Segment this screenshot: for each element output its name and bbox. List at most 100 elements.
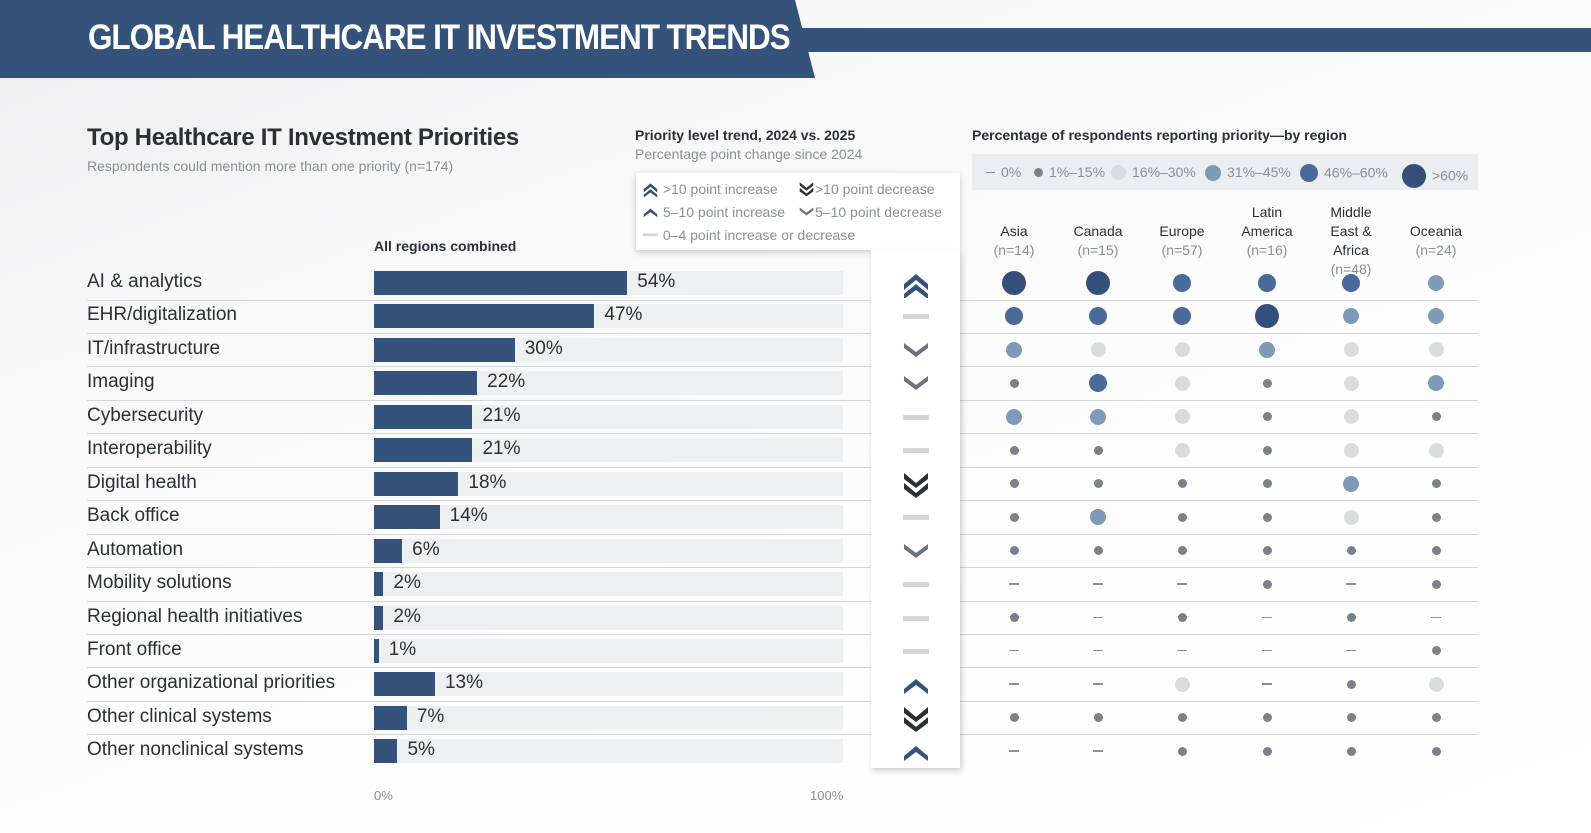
category-label: EHR/digitalization — [87, 304, 237, 326]
circle-icon — [1034, 168, 1043, 177]
dash-icon — [901, 636, 931, 666]
priority-dot — [1343, 442, 1359, 458]
priority-dot — [1262, 579, 1272, 589]
legend-down2: >10 point decrease — [798, 180, 934, 200]
priority-dot — [1431, 646, 1441, 656]
priority-dot — [1089, 307, 1107, 326]
region-name: Latin America — [1241, 204, 1293, 239]
chevron-down-icon — [901, 368, 931, 398]
priority-dot — [1343, 475, 1359, 492]
bar — [374, 605, 384, 630]
priority-dot — [1262, 512, 1272, 522]
circle-icon — [1111, 165, 1126, 180]
priority-dot — [1262, 378, 1272, 388]
region-legend-label: 46%–60% — [1324, 164, 1388, 181]
double-chevron-down-icon — [901, 703, 931, 733]
dash-icon — [1346, 649, 1356, 652]
row-separator — [87, 567, 1478, 569]
row-separator — [87, 533, 1478, 535]
region-legend-item: 46%–60% — [1300, 164, 1388, 182]
category-label: Interoperability — [87, 438, 212, 460]
region-header: Asia (n=14) — [964, 222, 1064, 260]
category-label: Digital health — [87, 471, 197, 493]
dash-icon — [901, 402, 931, 432]
bar — [374, 404, 473, 429]
priority-dot — [1343, 409, 1359, 425]
priority-dot — [1428, 442, 1444, 458]
priority-dot — [1009, 378, 1019, 388]
dash-icon — [1093, 649, 1103, 652]
dash-icon — [1262, 616, 1272, 618]
dash-icon — [901, 569, 931, 599]
row-separator — [87, 634, 1478, 635]
dash-icon — [1093, 616, 1103, 618]
data-label: 2% — [393, 572, 421, 594]
priority-dot — [1428, 308, 1444, 325]
priority-dot — [1255, 304, 1279, 329]
legend-down1: 5–10 point decrease — [798, 203, 942, 223]
priority-dot — [1174, 375, 1190, 391]
region-legend-label: 31%–45% — [1227, 164, 1291, 180]
category-label: Automation — [87, 538, 184, 560]
bar — [374, 271, 628, 295]
bar-track — [374, 638, 843, 663]
region-n: (n=16) — [1246, 242, 1288, 258]
region-title: Percentage of respondents reporting prio… — [972, 127, 1347, 143]
priority-dot — [1428, 342, 1444, 358]
priority-dot — [1431, 479, 1441, 489]
row-separator — [87, 734, 1478, 736]
bar — [374, 505, 440, 530]
region-legend-item: 0% — [986, 164, 1021, 180]
bar — [374, 672, 435, 697]
priority-dot — [1002, 271, 1026, 295]
region-header: Latin America (n=16) — [1217, 203, 1317, 260]
priority-dot — [1177, 479, 1187, 489]
bar-track — [374, 739, 843, 764]
dash-icon — [1009, 649, 1019, 652]
trend-title: Priority level trend, 2024 vs. 2025 — [635, 127, 856, 143]
bar — [374, 337, 515, 362]
legend-up2-label: >10 point increase — [662, 181, 778, 197]
legend-up1: 5–10 point increase — [642, 203, 785, 223]
bar — [374, 438, 473, 463]
priority-dot — [1009, 713, 1019, 723]
region-name: Asia — [1000, 223, 1028, 239]
priority-dot — [1262, 445, 1272, 455]
category-label: Other nonclinical systems — [87, 739, 304, 761]
priority-dot — [1009, 546, 1019, 556]
category-label: Mobility solutions — [87, 572, 232, 594]
circle-icon — [1205, 164, 1221, 181]
double-chevron-up-icon — [901, 268, 931, 299]
data-label: 22% — [487, 371, 526, 393]
double-chevron-up-icon — [642, 180, 659, 200]
priority-dot — [1005, 307, 1023, 326]
circle-icon — [1402, 164, 1426, 188]
priority-dot — [1346, 713, 1356, 723]
priority-dot — [1431, 746, 1441, 756]
data-label: 2% — [393, 605, 421, 627]
priority-dot — [1173, 307, 1191, 326]
category-label: Other organizational priorities — [87, 672, 336, 694]
priority-dot — [1177, 713, 1187, 723]
priority-dot — [1177, 512, 1187, 522]
priority-dot — [1086, 271, 1110, 295]
priority-dot — [1428, 375, 1444, 392]
row-separator — [87, 332, 1478, 334]
priority-dot — [1431, 713, 1441, 723]
bar — [374, 304, 595, 329]
priority-dot — [1174, 409, 1190, 425]
circle-icon — [1300, 164, 1318, 182]
bar-track — [374, 705, 843, 730]
region-header: Oceania (n=24) — [1386, 222, 1486, 260]
data-label: 7% — [416, 705, 445, 727]
dash-icon — [1093, 683, 1103, 685]
bar-track — [374, 572, 843, 597]
bar — [374, 638, 379, 663]
dash-icon — [1093, 583, 1103, 585]
region-n: (n=15) — [1077, 242, 1119, 258]
data-label: 14% — [449, 505, 488, 527]
bar — [374, 471, 459, 496]
priority-dot — [1173, 274, 1191, 292]
region-legend-item: 31%–45% — [1205, 164, 1291, 181]
region-legend-label: 0% — [1001, 164, 1022, 180]
